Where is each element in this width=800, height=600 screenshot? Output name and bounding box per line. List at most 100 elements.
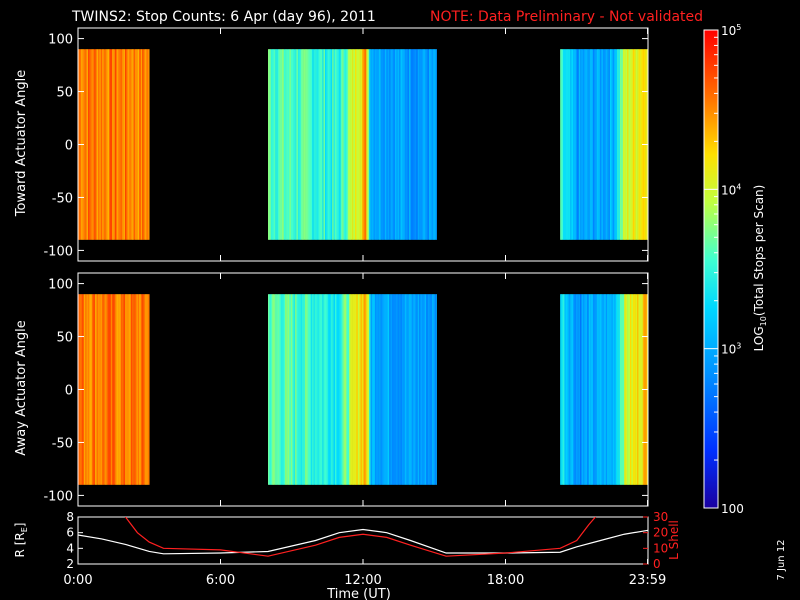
away-heatmap-column — [638, 294, 641, 485]
toward-heatmap-column — [277, 49, 280, 240]
away-heatmap-column — [333, 294, 336, 485]
away-heatmap-column — [90, 294, 93, 485]
toward-heatmap-column — [562, 49, 565, 240]
away-heatmap-column — [614, 294, 616, 485]
away-heatmap-column — [292, 294, 294, 485]
toward-heatmap-column — [337, 49, 340, 240]
toward-heatmap-column — [638, 49, 641, 240]
toward-heatmap-column — [584, 49, 587, 240]
lshell-series-line — [124, 517, 597, 557]
toward-heatmap-column — [587, 49, 589, 240]
toward-heatmap-column — [591, 49, 594, 240]
toward-heatmap-column — [93, 49, 96, 240]
toward-heatmap-column — [611, 49, 614, 240]
toward-heatmap-column — [92, 49, 94, 240]
figure-title: TWINS2: Stop Counts: 6 Apr (day 96), 201… — [71, 9, 376, 25]
toward-heatmap-column — [413, 49, 416, 240]
away-ytick-label: 100 — [48, 278, 73, 293]
toward-heatmap-column — [332, 49, 334, 240]
toward-heatmap-column — [386, 49, 389, 240]
toward-heatmap-column — [374, 49, 377, 240]
toward-heatmap-column — [352, 49, 354, 240]
toward-heatmap-column — [380, 49, 383, 240]
away-heatmap-column — [330, 294, 333, 485]
away-heatmap-column — [627, 294, 629, 485]
away-heatmap-column — [594, 294, 597, 485]
toward-heatmap-column — [343, 49, 346, 240]
toward-heatmap-column — [270, 49, 273, 240]
toward-heatmap-column — [396, 49, 398, 240]
toward-heatmap-column — [383, 49, 386, 240]
away-heatmap-column — [615, 294, 618, 485]
away-heatmap-column — [379, 294, 381, 485]
away-heatmap-column — [269, 294, 272, 485]
toward-heatmap-column — [420, 49, 423, 240]
toward-heatmap-column — [404, 49, 407, 240]
toward-heatmap-column — [384, 49, 387, 240]
toward-heatmap-column — [357, 49, 360, 240]
toward-heatmap-column — [433, 49, 436, 240]
away-heatmap-column — [359, 294, 361, 485]
toward-heatmap-column — [605, 49, 608, 240]
away-heatmap-column — [600, 294, 602, 485]
toward-heatmap-column — [406, 49, 408, 240]
away-heatmap-column — [602, 294, 605, 485]
away-heatmap-column — [427, 294, 430, 485]
away-heatmap-column — [431, 294, 434, 485]
r-ytick-label: 8 — [66, 510, 74, 524]
away-heatmap-column — [608, 294, 611, 485]
toward-heatmap-column — [359, 49, 361, 240]
away-heatmap-column — [353, 294, 356, 485]
away-heatmap-column — [146, 294, 149, 485]
toward-ytick-label: 50 — [56, 86, 73, 101]
toward-heatmap-column — [353, 49, 356, 240]
away-heatmap-column — [100, 294, 103, 485]
toward-heatmap-column — [608, 49, 611, 240]
away-heatmap-column — [387, 294, 390, 485]
away-heatmap-column — [372, 294, 374, 485]
away-ytick-label: 50 — [56, 331, 73, 346]
toward-heatmap-column — [133, 49, 136, 240]
away-ytick-label: -100 — [43, 489, 73, 504]
away-heatmap-column — [119, 294, 122, 485]
toward-heatmap-column — [621, 49, 624, 240]
away-heatmap-column — [612, 294, 615, 485]
toward-heatmap-column — [307, 49, 310, 240]
toward-heatmap-column — [561, 49, 564, 240]
away-heatmap-column — [581, 294, 584, 485]
away-heatmap-column — [560, 294, 562, 485]
toward-heatmap-column — [296, 49, 299, 240]
r-ytick-label: 2 — [66, 557, 74, 571]
away-heatmap-column — [394, 294, 397, 485]
toward-heatmap-column — [572, 49, 575, 240]
away-heatmap-column — [568, 294, 571, 485]
away-heatmap-column — [635, 294, 638, 485]
away-heatmap-column — [628, 294, 631, 485]
away-heatmap-column — [417, 294, 420, 485]
away-heatmap-column — [99, 294, 102, 485]
toward-heatmap-column — [293, 49, 296, 240]
away-heatmap-column — [567, 294, 569, 485]
toward-heatmap-column — [287, 49, 290, 240]
away-heatmap-column — [601, 294, 604, 485]
away-heatmap-column — [421, 294, 424, 485]
away-heatmap-column — [588, 294, 591, 485]
toward-heatmap-column — [268, 49, 270, 240]
away-heatmap-column — [604, 294, 607, 485]
toward-heatmap-column — [339, 49, 341, 240]
toward-heatmap-column — [292, 49, 294, 240]
away-heatmap-column — [323, 294, 326, 485]
toward-heatmap-column — [597, 49, 599, 240]
toward-heatmap-column — [120, 49, 123, 240]
away-heatmap-column — [585, 294, 588, 485]
away-heatmap-column — [414, 294, 417, 485]
toward-heatmap-column — [382, 49, 384, 240]
away-heatmap-column — [390, 294, 393, 485]
toward-heatmap-column — [317, 49, 320, 240]
toward-heatmap-column — [109, 49, 112, 240]
away-heatmap-column — [89, 294, 92, 485]
toward-heatmap-column — [282, 49, 284, 240]
toward-heatmap-column — [276, 49, 279, 240]
toward-heatmap-column — [103, 49, 106, 240]
away-ytick-label: 0 — [65, 384, 73, 399]
